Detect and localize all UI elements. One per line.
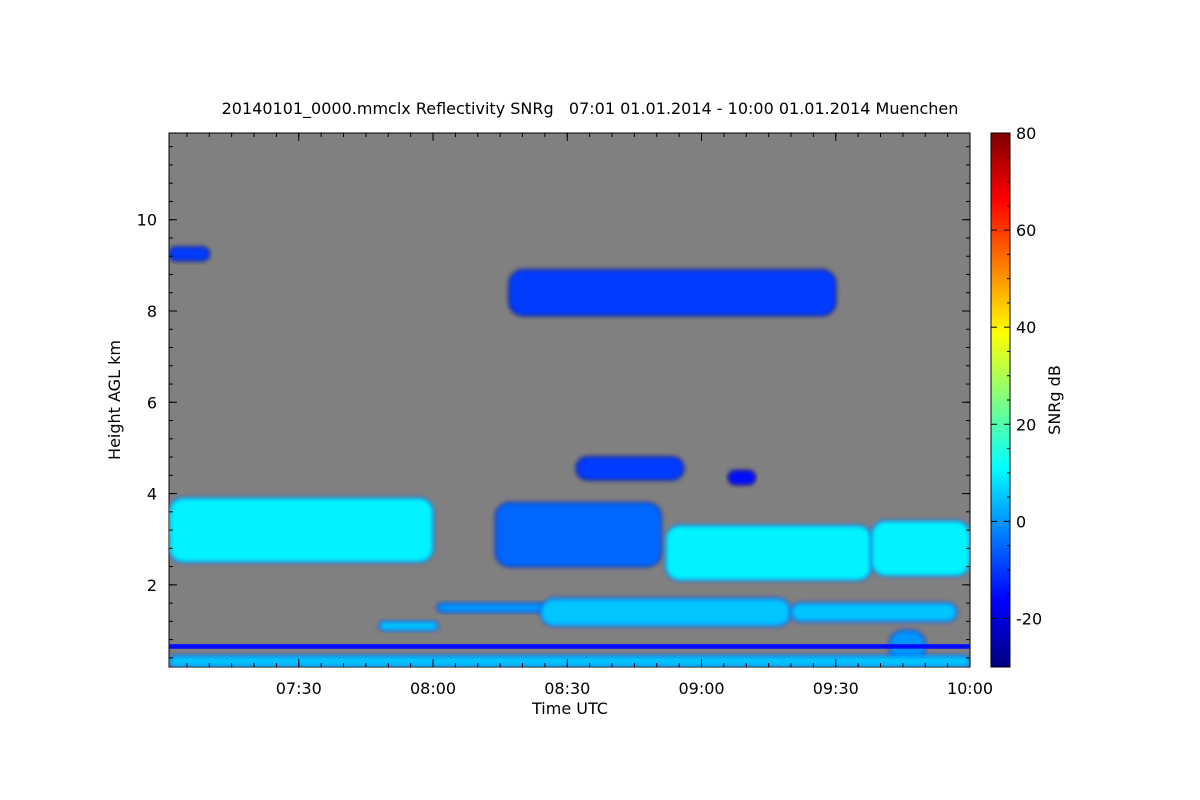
echo-layer xyxy=(508,269,837,317)
colorbar-tick-label: 20 xyxy=(1016,415,1036,434)
colorbar-tick-label: -20 xyxy=(1016,609,1042,628)
echo-layer xyxy=(169,246,211,262)
echo-layer xyxy=(378,620,439,632)
colorbar-tick-label: 60 xyxy=(1016,221,1036,240)
y-tick-label: 6 xyxy=(147,393,157,412)
y-tick-label: 10 xyxy=(137,211,157,230)
colorbar-tick-label: 40 xyxy=(1016,318,1036,337)
x-tick-label: 08:30 xyxy=(544,679,590,698)
chart-title: 20140101_0000.mmclx Reflectivity SNRg 07… xyxy=(222,99,959,119)
x-tick-label: 08:00 xyxy=(410,679,456,698)
plot-background xyxy=(168,132,971,668)
echo-layer xyxy=(169,644,970,649)
echo-layer xyxy=(436,602,546,613)
echo-layer xyxy=(539,597,792,627)
colorbar-tick-label: 0 xyxy=(1016,512,1026,531)
y-tick-label: 2 xyxy=(147,576,157,595)
colorbar-ticks: -20 0 20 40 60 80 xyxy=(991,124,1042,644)
colorbar-label: SNRg dB xyxy=(1045,365,1064,435)
echo-layer xyxy=(727,469,756,486)
x-axis-ticks: 07:30 08:00 08:30 09:00 09:30 10:00 xyxy=(186,133,993,698)
echo-layer xyxy=(870,520,970,577)
y-tick-label: 4 xyxy=(147,485,157,504)
echo-layers xyxy=(169,246,970,667)
y-axis-label: Height AGL km xyxy=(105,340,124,460)
echo-layer xyxy=(494,501,662,568)
colorbar: -20 0 20 40 60 80 SNRg dB xyxy=(990,124,1064,668)
colorbar-tick-label: 80 xyxy=(1016,124,1036,143)
echo-layer xyxy=(169,654,970,667)
x-tick-label: 07:30 xyxy=(276,679,322,698)
echo-layer xyxy=(169,497,434,563)
plot-area: 07:30 08:00 08:30 09:00 09:30 10:00 2 4 6 8 10 xyxy=(137,132,993,698)
x-axis-label: Time UTC xyxy=(531,699,608,718)
y-tick-label: 8 xyxy=(147,302,157,321)
x-tick-label: 09:30 xyxy=(813,679,859,698)
x-tick-label: 10:00 xyxy=(947,679,993,698)
echo-layer xyxy=(575,456,685,481)
x-tick-label: 09:00 xyxy=(678,679,724,698)
echo-layer xyxy=(790,602,958,623)
echo-layer xyxy=(664,524,873,582)
y-axis-ticks: 2 4 6 8 10 xyxy=(137,146,970,659)
